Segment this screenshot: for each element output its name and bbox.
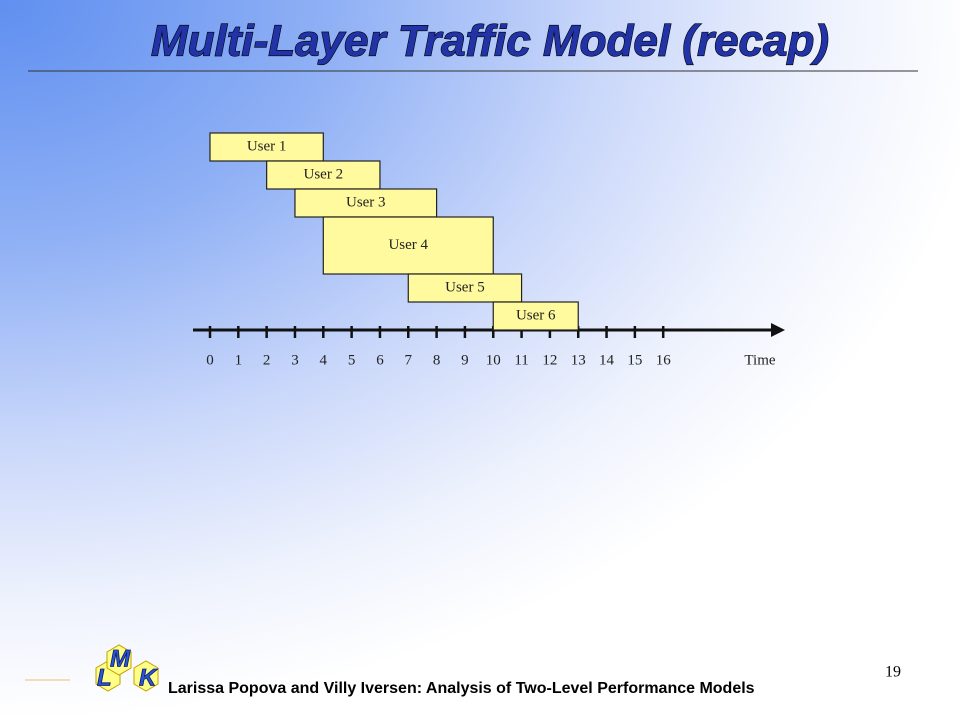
tick-label: 14	[599, 352, 615, 368]
page-number: 19	[885, 664, 901, 681]
task-label: User 3	[346, 194, 386, 210]
tick-label: 0	[206, 352, 214, 368]
task-bar	[294, 188, 438, 218]
task-label: User 5	[445, 279, 485, 295]
tick-label: 5	[348, 352, 356, 368]
logo-hex	[133, 660, 159, 692]
tick-label: 2	[263, 352, 271, 368]
logo: L M K	[95, 644, 159, 692]
footer-text: Larissa Popova and Villy Iversen: Analys…	[168, 680, 755, 697]
task-label: User 1	[247, 138, 287, 154]
axis-arrow	[771, 323, 785, 337]
task-label: User 4	[388, 237, 428, 253]
logo-letter: K	[139, 664, 158, 691]
tick-label: 7	[405, 352, 413, 368]
tick-label: 12	[542, 352, 557, 368]
logo-hex	[106, 644, 132, 676]
task-bar	[266, 160, 381, 190]
tick-label: 9	[461, 352, 469, 368]
logo-letter: M	[110, 645, 131, 672]
task-bar	[492, 301, 579, 331]
tick-label: 8	[433, 352, 441, 368]
axis-label: Time	[744, 352, 775, 368]
task-label: User 2	[304, 166, 344, 182]
tick-label: 6	[376, 352, 384, 368]
tick-label: 4	[320, 352, 328, 368]
task-bar	[407, 273, 523, 303]
tick-label: 13	[571, 352, 586, 368]
task-bar	[322, 216, 494, 275]
tick-label: 15	[627, 352, 642, 368]
tick-label: 11	[514, 352, 528, 368]
tick-label: 16	[656, 352, 672, 368]
tick-label: 10	[486, 352, 501, 368]
logo-letter: L	[97, 664, 112, 691]
tick-label: 1	[235, 352, 243, 368]
task-label: User 6	[516, 307, 556, 323]
slide-title: Multi-Layer Traffic Model (recap)	[151, 17, 829, 66]
task-bar	[209, 132, 324, 162]
tick-label: 3	[291, 352, 299, 368]
